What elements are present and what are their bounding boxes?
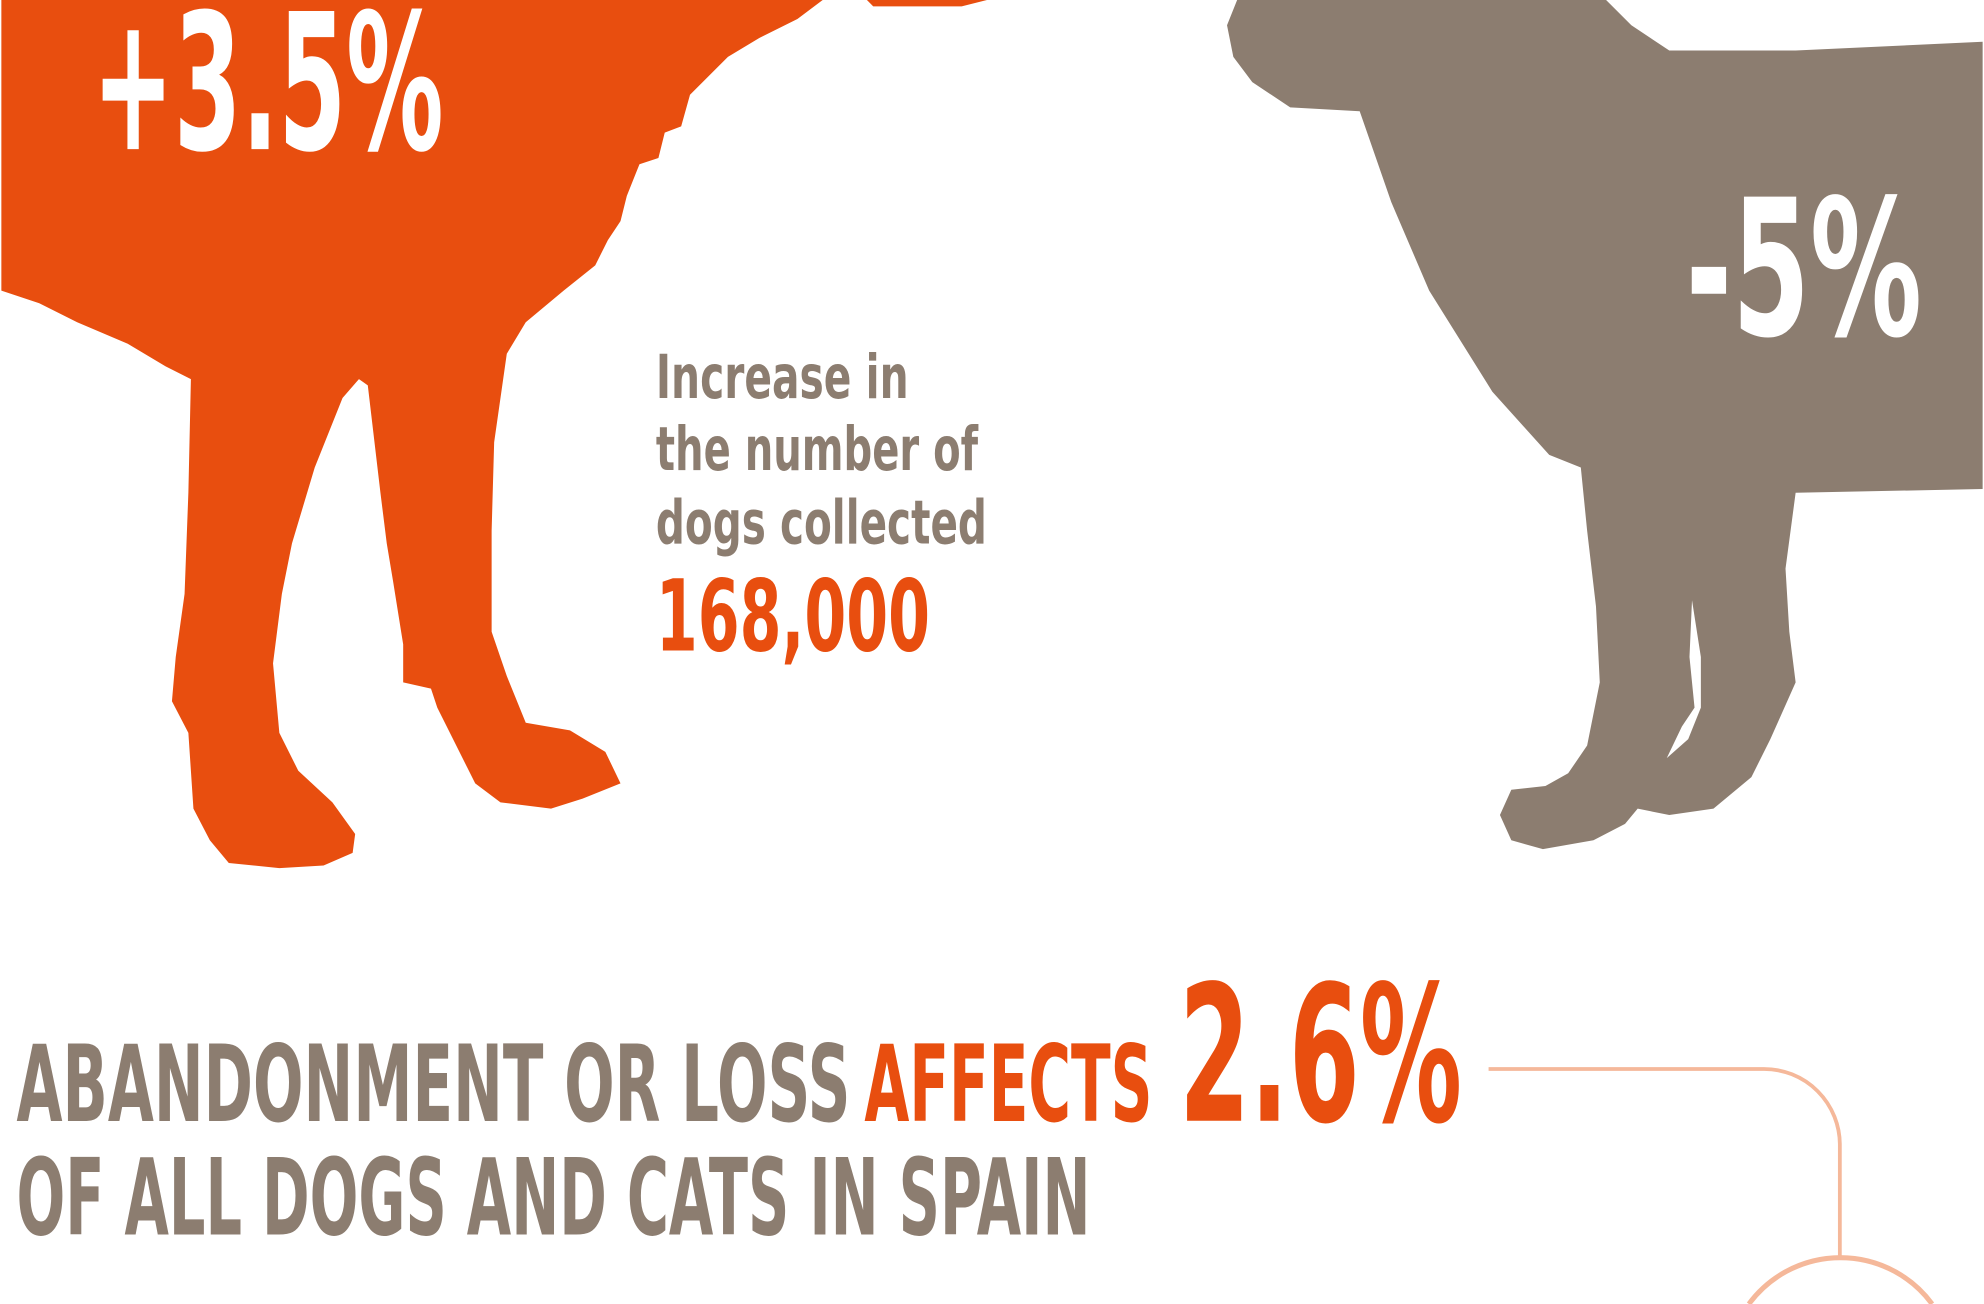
headline-line2: OF ALL DOGS AND CATS IN SPAIN <box>17 1137 1091 1261</box>
headline-value: 2.6% <box>1179 945 1462 1166</box>
caption-line: the number of <box>656 415 979 485</box>
left-stat: +3.5% <box>92 0 443 194</box>
decor-line <box>1488 1067 1842 1258</box>
caption-value: 168,000 <box>656 561 930 675</box>
right-stat: -5% <box>1686 159 1922 380</box>
headline-part: ABANDONMENT OR LOSS <box>17 1023 851 1147</box>
gray-dog-leg-gap <box>1666 600 1701 759</box>
decor-circle <box>1746 1255 1935 1304</box>
orange-dog <box>1 0 823 869</box>
headline-highlight: AFFECTS <box>864 1023 1152 1147</box>
caption-line: dogs collected <box>656 488 987 558</box>
gray-dog <box>1227 0 1983 850</box>
caption-line: Increase in <box>656 343 909 413</box>
orange-dog-muzzle <box>866 0 987 7</box>
